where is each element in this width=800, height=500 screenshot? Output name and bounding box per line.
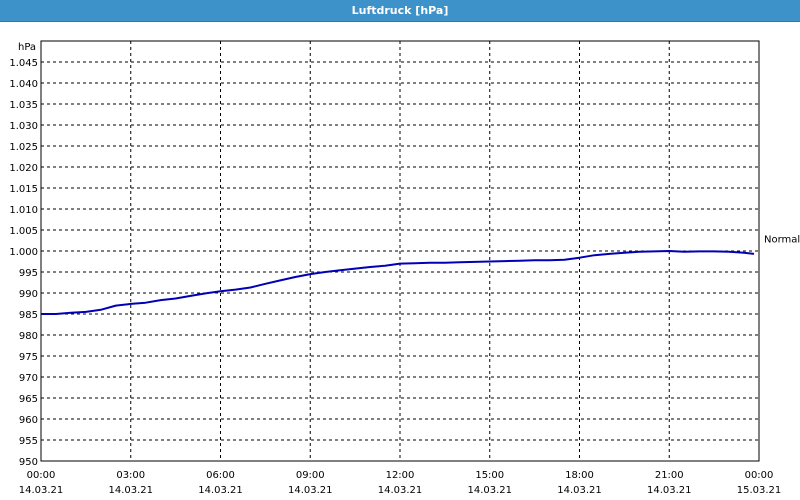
x-tick-date-label: 14.03.21 xyxy=(19,485,64,496)
x-tick-time-label: 21:00 xyxy=(655,470,684,481)
x-tick-time-label: 09:00 xyxy=(296,470,325,481)
x-tick-time-label: 18:00 xyxy=(565,470,594,481)
y-tick-label: 975 xyxy=(19,352,38,363)
x-tick-date-label: 14.03.21 xyxy=(288,485,333,496)
y-tick-label: 965 xyxy=(19,394,38,405)
y-tick-label: 1.025 xyxy=(9,142,38,153)
y-tick-label: 1.015 xyxy=(9,184,38,195)
x-axis: 00:00 14.03.21 03:00 14.03.21 06:00 14.03.21 0… xyxy=(19,470,782,496)
y-tick-label: 990 xyxy=(19,289,38,300)
chart-title: Luftdruck [hPa] xyxy=(351,4,449,17)
y-tick-label: 1.020 xyxy=(9,163,38,174)
x-tick-time-label: 12:00 xyxy=(386,470,415,481)
y-tick-label: 980 xyxy=(19,331,38,342)
x-tick-date-label: 14.03.21 xyxy=(378,485,423,496)
plot-area-border xyxy=(40,40,760,462)
x-tick-time-label: 06:00 xyxy=(206,470,235,481)
normal-reference-label: Normal xyxy=(764,234,800,245)
y-tick-label: 1.040 xyxy=(9,79,38,90)
y-tick-label: 950 xyxy=(19,457,38,468)
y-tick-label: 1.000 xyxy=(9,247,38,258)
plot-frame xyxy=(40,40,760,462)
y-tick-label: 955 xyxy=(19,436,38,447)
x-tick-time-label: 03:00 xyxy=(116,470,145,481)
x-tick-date-label: 14.03.21 xyxy=(108,485,153,496)
x-tick-date-label: 14.03.21 xyxy=(198,485,243,496)
window-titlebar: Luftdruck [hPa] xyxy=(0,0,800,22)
y-tick-label: 995 xyxy=(19,268,38,279)
y-tick-label: 1.030 xyxy=(9,121,38,132)
x-tick-date-label: 14.03.21 xyxy=(467,485,512,496)
series-layer xyxy=(41,250,755,315)
x-tick-time-label: 00:00 xyxy=(745,470,774,481)
y-tick-label: 960 xyxy=(19,415,38,426)
y-tick-label: 1.035 xyxy=(9,100,38,111)
x-tick-date-label: 14.03.21 xyxy=(647,485,692,496)
y-axis: 1.045 1.040 1.035 1.030 1.025 1.020 1.015 1.010… xyxy=(9,58,38,468)
x-tick-date-label: 15.03.21 xyxy=(737,485,782,496)
x-tick-time-label: 15:00 xyxy=(475,470,504,481)
y-tick-label: 1.005 xyxy=(9,226,38,237)
x-tick-date-label: 14.03.21 xyxy=(557,485,602,496)
x-tick-time-label: 00:00 xyxy=(27,470,56,481)
y-tick-label: 985 xyxy=(19,310,38,321)
y-tick-label: 1.045 xyxy=(9,58,38,69)
y-tick-label: 970 xyxy=(19,373,38,384)
y-tick-label: 1.010 xyxy=(9,205,38,216)
y-axis-unit-label: hPa xyxy=(18,42,36,53)
pressure-series-line xyxy=(41,250,755,315)
